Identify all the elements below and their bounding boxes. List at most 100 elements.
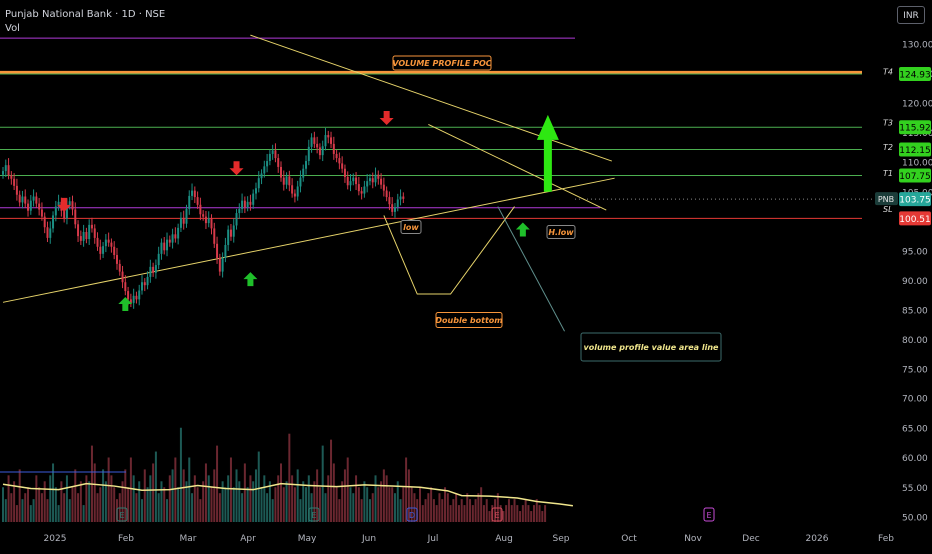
candle-body [138,290,141,300]
volume-bar [419,487,421,522]
x-tick-label: 2026 [806,534,829,544]
candle-body [341,163,344,169]
volume-bar [471,505,474,522]
volume-bar [93,463,96,522]
volume-bar [424,499,427,522]
volume-bar [327,475,330,522]
volume-bar [202,481,205,522]
volume-bar [368,499,371,522]
candle-body [141,282,143,291]
candle-body [285,176,288,185]
candle-body [7,165,10,176]
volume-bar [538,505,541,522]
price-label-text: 124.93 [899,70,931,80]
candle-body [174,234,177,239]
candle-body [357,184,360,192]
currency-button[interactable]: INR [897,6,925,24]
volume-bar [35,475,38,522]
volume-bar [357,487,360,522]
price-axis-labels: 124.93 115.92 112.15 107.75 103.75 100.51 [899,66,931,226]
volume-bar [152,463,155,522]
hlow-annotation-text: H.low [548,228,574,237]
volume-bar [477,493,480,522]
candle-body [235,213,238,226]
volume-bar [154,451,157,522]
low-annotation-text: low [403,223,419,232]
volume-bar [13,481,16,522]
volume-bar [243,463,246,522]
candle-body [229,229,232,237]
candle-body [79,236,82,241]
x-tick-label: May [298,534,317,544]
volume-bar [24,493,27,522]
volume-bar [4,499,7,522]
level-label-t3: T3 [883,119,893,128]
volume-bar [321,445,324,522]
volume-bar [193,475,196,522]
candle-body [188,195,191,209]
level-label-sl: SL [883,205,893,214]
volume-bar [391,487,394,522]
event-marker [308,507,320,522]
candle-body [210,218,213,229]
low-annotation-box [400,220,422,234]
y-tick-label: 75.00 [902,366,928,376]
candle-body [107,239,110,243]
volume-bar [488,511,491,522]
volume-bar [32,499,35,522]
x-tick-label: Jul [427,534,439,544]
level-label-t2: T2 [883,143,893,152]
candle-body [166,239,169,251]
volume-bar [432,499,435,522]
volume-bar [204,463,207,522]
x-axis: 2025 Feb Mar Apr May Jun Jul Aug Sep Oct Nov Dec 202… [44,534,895,544]
candle-body [227,229,230,245]
volume-bar [60,481,63,522]
volume-bar [441,499,444,522]
volume-bar [82,505,85,522]
volume-bar [510,505,513,522]
volume-bar [252,481,255,522]
candle-body [65,205,68,219]
volume-bar [213,469,216,522]
event-marker-letter: E [311,511,316,520]
candle-body [179,217,182,228]
candle-body [18,194,21,203]
x-tick-label: Nov [684,534,702,544]
volume-bar [296,469,299,522]
volume-bar [366,487,369,522]
hlow-annotation: H.low [546,225,576,239]
horizontal-levels [0,37,875,219]
volume-bar [338,499,341,522]
volume-bar [10,493,13,522]
candle-body [113,246,116,256]
candle-body [366,181,369,187]
candle-body [160,242,163,254]
volume-bar [79,481,82,522]
candle-body [307,146,310,162]
volume-bar [160,481,163,522]
candle-body [338,158,341,164]
price-label-bg [899,120,931,135]
volume-bar [291,475,294,522]
volume-bar [216,445,219,522]
candle-body [43,216,46,228]
candle-body [321,146,324,156]
volume-bar [254,469,257,522]
volume-bar [274,487,277,522]
y-tick-label: 120.00 [902,100,932,110]
volume-bar [460,499,463,522]
volume-bar [43,481,46,522]
volume-bar [149,475,152,522]
volume-bar [179,427,182,522]
volume-bar [177,487,180,522]
volume-bar [235,469,238,522]
candle-body [274,150,277,159]
volume-bar [157,493,160,522]
volume-bar [521,505,524,522]
volume-bar [27,487,30,522]
candle-body [218,257,221,272]
volume-bar [171,469,174,522]
